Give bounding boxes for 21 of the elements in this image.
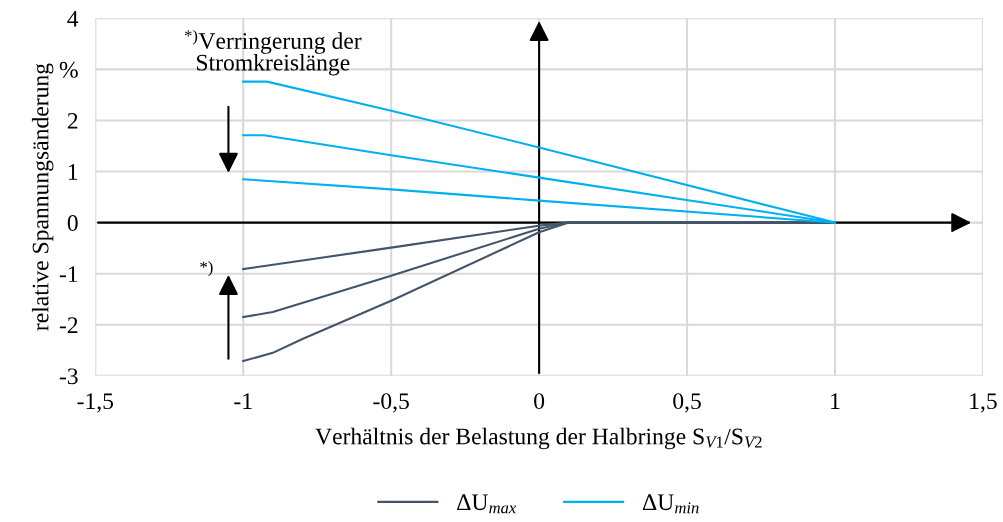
legend-label: ΔU$_{max}$: [457, 494, 517, 514]
y-axis-title: relative Spannungsänderung: [31, 63, 54, 331]
y-tick-label: 4: [67, 10, 79, 27]
x-tick-label: 0,5: [673, 393, 701, 413]
x-tick-label: -1,5: [77, 393, 114, 413]
y-tick-label: -1: [59, 266, 78, 282]
y-tick-label: %: [59, 61, 78, 78]
x-tick-label: -0,5: [373, 393, 409, 413]
annotation: *): [200, 261, 213, 277]
legend-label: ΔU$_{min}$: [642, 494, 699, 514]
y-tick-label: 1: [68, 164, 78, 180]
y-tick-label: -3: [59, 368, 78, 385]
x-tick-label: -1: [234, 393, 252, 409]
x-axis-title: Verhältnis der Belastung der Halbringe S$_{V1}$/S$_{V2}$: [315, 427, 762, 450]
y-tick-label: 2: [67, 112, 78, 129]
x-tick-label: 0: [534, 393, 545, 410]
x-tick-label: 1,5: [970, 393, 997, 413]
x-tick-label: 1: [831, 393, 840, 409]
y-tick-label: -2: [59, 317, 78, 333]
annotation: $^{*)}$Verringerung der Stromkreislänge: [184, 29, 362, 76]
y-tick-label: 0: [67, 215, 78, 232]
